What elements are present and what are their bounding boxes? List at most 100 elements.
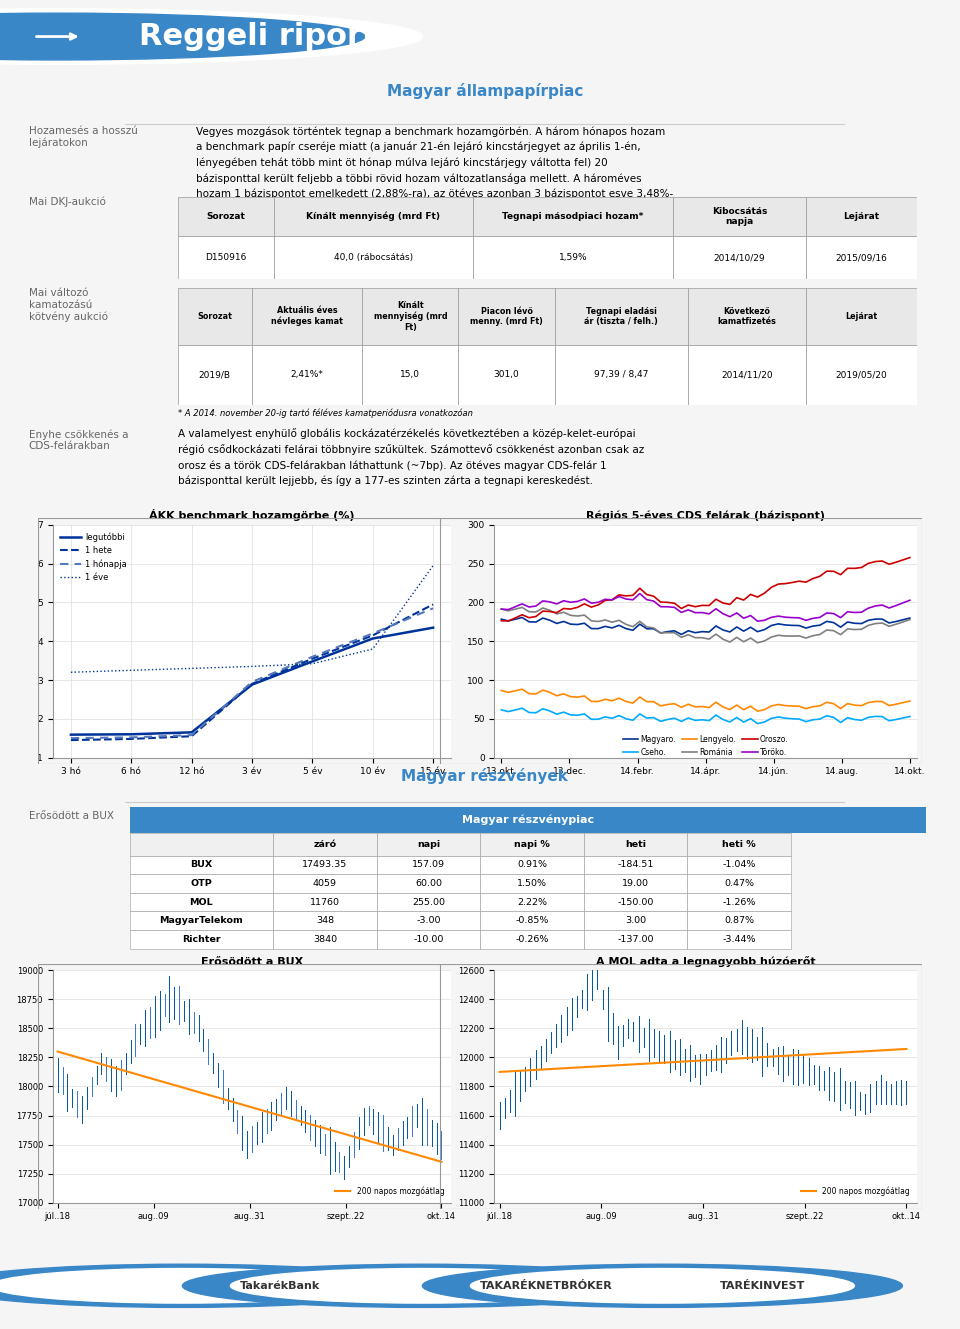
- Bar: [376, 874, 480, 893]
- Bar: [273, 930, 376, 949]
- Text: 301,0: 301,0: [493, 371, 519, 380]
- Lengyelo.: [495, 683, 507, 699]
- Line: Magyaro.: Magyaro.: [501, 618, 910, 634]
- Magyaro.: [620, 621, 632, 637]
- Text: -184.51: -184.51: [617, 860, 654, 869]
- Text: -0.26%: -0.26%: [516, 936, 549, 944]
- Oroszo.: [758, 585, 770, 601]
- Magyaro.: [607, 619, 618, 635]
- Text: 97,39 / 8,47: 97,39 / 8,47: [594, 371, 648, 380]
- Bar: [480, 930, 584, 949]
- Bar: [273, 912, 376, 930]
- Bar: [687, 288, 806, 344]
- Románia: [904, 611, 916, 627]
- Text: 157.09: 157.09: [412, 860, 444, 869]
- Text: Reggeli riport: Reggeli riport: [139, 23, 377, 51]
- Text: 11760: 11760: [310, 897, 340, 906]
- Bar: [687, 856, 791, 874]
- Bar: [584, 874, 687, 893]
- legutóbbi: [126, 726, 137, 742]
- Bar: [673, 237, 806, 279]
- Románia: [620, 617, 632, 633]
- legutóbbi: [186, 724, 198, 740]
- Románia: [607, 614, 618, 630]
- Text: 3840: 3840: [313, 936, 337, 944]
- Text: 2019/B: 2019/B: [199, 371, 230, 380]
- Title: ÁKK benchmark hozamgörbe (%): ÁKK benchmark hozamgörbe (%): [149, 509, 355, 521]
- Line: Oroszo.: Oroszo.: [501, 558, 910, 621]
- Text: 2014/11/20: 2014/11/20: [721, 371, 773, 380]
- Magyaro.: [572, 617, 584, 633]
- Töröko.: [752, 613, 763, 629]
- 200 napos mozgóátlag: [52, 1043, 63, 1059]
- 1 éve: [306, 655, 318, 671]
- Bar: [584, 893, 687, 912]
- Lengyelo.: [620, 694, 632, 710]
- Oroszo.: [502, 613, 514, 629]
- legutóbbi: [65, 727, 77, 743]
- Text: -150.00: -150.00: [617, 897, 654, 906]
- Text: Vegyes mozgások történtek tegnap a benchmark hozamgörbén. A három hónapos hozam
: Vegyes mozgások történtek tegnap a bench…: [196, 126, 673, 215]
- Bar: [376, 912, 480, 930]
- Töröko.: [599, 591, 611, 607]
- Circle shape: [422, 1264, 902, 1308]
- Text: TakarékBank: TakarékBank: [240, 1281, 321, 1290]
- Bar: [252, 288, 362, 344]
- Text: Következő
kamatfizetés: Következő kamatfizetés: [717, 307, 777, 326]
- Legend: 200 napos mozgóátlag: 200 napos mozgóátlag: [798, 1183, 913, 1199]
- legutóbbi: [306, 654, 318, 670]
- Bar: [806, 288, 917, 344]
- Románia: [572, 609, 584, 625]
- Text: 3.00: 3.00: [625, 916, 646, 925]
- Text: Magyar állampapírpiac: Magyar állampapírpiac: [387, 84, 583, 100]
- Bar: [806, 344, 917, 405]
- Text: Piacon lévő
menny. (mrd Ft): Piacon lévő menny. (mrd Ft): [470, 307, 543, 326]
- Text: 19.00: 19.00: [622, 878, 649, 888]
- legutóbbi: [246, 676, 257, 692]
- Circle shape: [182, 1264, 662, 1308]
- Title: Erősödött a BUX: Erősödött a BUX: [201, 957, 303, 966]
- Bar: [473, 197, 673, 237]
- Bar: [480, 856, 584, 874]
- Románia: [752, 635, 763, 651]
- 1 hete: [367, 627, 378, 643]
- Románia: [641, 619, 653, 635]
- Lengyelo.: [904, 692, 916, 708]
- Töröko.: [634, 586, 645, 602]
- 200 napos mozgóátlag: [900, 1041, 912, 1057]
- Bar: [687, 344, 806, 405]
- 200 napos mozgóátlag: [222, 1092, 233, 1108]
- Text: BUX: BUX: [190, 860, 212, 869]
- Text: MOL: MOL: [189, 897, 213, 906]
- Line: 200 napos mozgóátlag: 200 napos mozgóátlag: [499, 1049, 906, 1073]
- 1 éve: [367, 641, 378, 657]
- Text: 0.47%: 0.47%: [724, 878, 755, 888]
- Text: Lejárat: Lejárat: [846, 312, 877, 322]
- Text: Magyar részvénypiac: Magyar részvénypiac: [462, 815, 594, 825]
- Text: Lejárat: Lejárat: [843, 211, 879, 221]
- Line: Lengyelo.: Lengyelo.: [501, 690, 910, 711]
- Töröko.: [641, 591, 653, 607]
- Bar: [273, 893, 376, 912]
- Bar: [806, 197, 917, 237]
- Lengyelo.: [516, 682, 528, 698]
- Töröko.: [627, 591, 638, 607]
- Bar: [362, 288, 459, 344]
- Bar: [687, 930, 791, 949]
- Line: Románia: Románia: [501, 607, 910, 643]
- 1 hónapja: [427, 601, 439, 617]
- Bar: [584, 856, 687, 874]
- Text: D150916: D150916: [205, 253, 247, 262]
- Text: Enyhe csökkenés a
CDS-felárakban: Enyhe csökkenés a CDS-felárakban: [29, 429, 129, 452]
- Töröko.: [613, 589, 625, 605]
- Bar: [687, 832, 791, 856]
- 1 hónapja: [65, 730, 77, 746]
- 1 hete: [186, 728, 198, 744]
- Legend: Magyaro., Cseho., Lengyelo., Románia, Oroszo., Töröko.: Magyaro., Cseho., Lengyelo., Románia, Or…: [621, 734, 790, 759]
- Text: Sorozat: Sorozat: [206, 211, 245, 221]
- Lengyelo.: [607, 692, 618, 708]
- Magyaro.: [904, 610, 916, 626]
- Text: Mai DKJ-aukció: Mai DKJ-aukció: [29, 197, 106, 207]
- Bar: [459, 288, 555, 344]
- 1 hete: [65, 732, 77, 748]
